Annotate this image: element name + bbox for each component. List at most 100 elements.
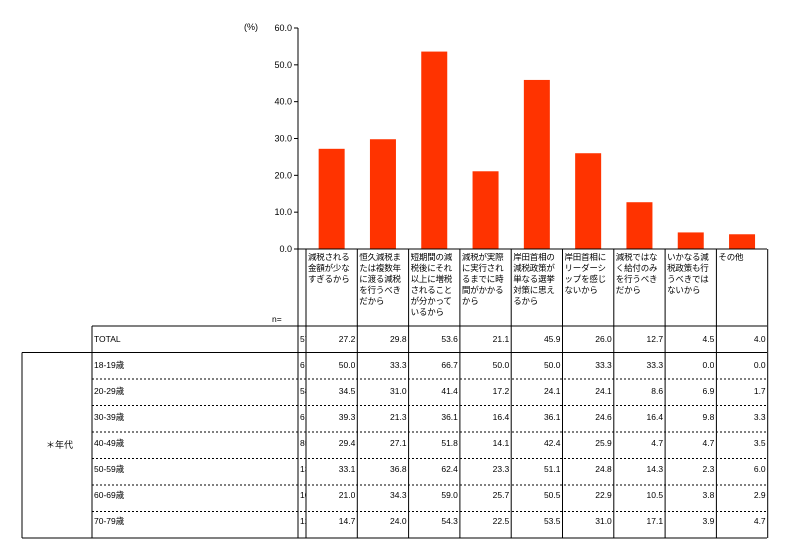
- row-n: 133: [300, 464, 306, 474]
- table-row: 18-19歳 6 50.0 33.3 66.7 50.0 50.0 33.3 33.3 0.0 0.…: [92, 352, 768, 378]
- row-label: TOTAL: [94, 334, 121, 344]
- y-tick-label: 60.0: [274, 23, 292, 33]
- category-label: 減税される金額が少なすぎるから: [308, 253, 350, 285]
- cell-value: 24.0: [390, 516, 407, 526]
- y-tick-label: 0.0: [279, 244, 292, 254]
- cell-value: 16.4: [492, 412, 510, 422]
- cell-value: 21.1: [492, 334, 510, 344]
- data-table: TOTAL 577 27.2 29.8 53.6 21.1 45.9 26.0 12.7 4.5 4…: [92, 326, 768, 534]
- category-label: 減税ではなく給付のみを行うべきだから: [615, 253, 658, 296]
- bar: [729, 234, 756, 249]
- bar: [369, 139, 396, 249]
- row-label: 40-49歳: [94, 438, 125, 448]
- bar: [318, 148, 345, 249]
- bar: [421, 51, 448, 249]
- table-row: 50-59歳 133 33.1 36.8 62.4 23.3 51.1 24.8 14.3 2.3…: [92, 456, 768, 482]
- cell-value: 0.0: [753, 360, 766, 370]
- cell-value: 4.7: [651, 438, 664, 448]
- cell-value: 25.7: [492, 490, 510, 500]
- cell-value: 17.2: [492, 386, 510, 396]
- cell-value: 4.0: [753, 334, 766, 344]
- cell-value: 36.1: [543, 412, 561, 422]
- y-tick-label: 50.0: [274, 60, 292, 70]
- cell-value: 9.8: [702, 412, 715, 422]
- row-label: 60-69歳: [94, 490, 125, 500]
- cell-value: 16.4: [646, 412, 664, 422]
- y-tick-label: 20.0: [274, 170, 292, 180]
- cell-value: 66.7: [441, 360, 458, 370]
- row-n: 577: [300, 334, 306, 344]
- cell-value: 51.1: [543, 464, 561, 474]
- cell-value: 10.5: [646, 490, 664, 500]
- cell-value: 33.3: [595, 360, 612, 370]
- y-tick-label: 40.0: [274, 97, 292, 107]
- cell-value: 59.0: [441, 490, 458, 500]
- cell-value: 4.7: [753, 516, 766, 526]
- cell-value: 33.3: [646, 360, 664, 370]
- cell-value: 21.3: [390, 412, 407, 422]
- category-label: 減税が実際に実行されるまでに時間がかかるから: [461, 253, 504, 307]
- group-label: ＊年代: [46, 441, 74, 451]
- row-n: 105: [300, 490, 306, 500]
- category-label: 岸田首相の減税政策が単なる選挙対策に思えるから: [513, 253, 555, 307]
- table-row: 70-79歳 129 14.7 24.0 54.3 22.5 53.5 31.0 17.1 3.9…: [92, 508, 768, 534]
- cell-value: 27.1: [390, 438, 407, 448]
- n-header: n=: [272, 314, 282, 324]
- bar: [677, 232, 704, 249]
- cell-value: 6.0: [753, 464, 766, 474]
- cell-value: 26.0: [595, 334, 612, 344]
- cell-value: 21.0: [338, 490, 356, 500]
- cell-value: 17.1: [646, 516, 664, 526]
- bar: [575, 153, 602, 249]
- cell-value: 45.9: [543, 334, 561, 344]
- cell-value: 50.0: [338, 360, 356, 370]
- cell-value: 51.8: [441, 438, 458, 448]
- cell-value: 31.0: [595, 516, 612, 526]
- row-n: 85: [300, 438, 306, 448]
- y-tick-label: 10.0: [274, 207, 292, 217]
- cell-value: 14.1: [492, 438, 510, 448]
- category-label: いかなる減税政策も行うべきではないから: [667, 253, 709, 296]
- row-label: 30-39歳: [94, 412, 125, 422]
- cell-value: 24.6: [595, 412, 612, 422]
- cell-value: 22.5: [492, 516, 510, 526]
- category-label: その他: [718, 253, 744, 263]
- table-row: 40-49歳 85 29.4 27.1 51.8 14.1 42.4 25.9 4.7 4.7 3.…: [92, 430, 768, 456]
- cell-value: 6.9: [702, 386, 715, 396]
- cell-value: 3.8: [702, 490, 715, 500]
- row-n: 58: [300, 386, 306, 396]
- row-label: 18-19歳: [94, 360, 125, 370]
- cell-value: 2.9: [753, 490, 766, 500]
- category-label: 短期間の減税後にそれ以上に増税されることが分かっているから: [410, 253, 453, 318]
- cell-value: 2.3: [702, 464, 715, 474]
- row-label: 20-29歳: [94, 386, 125, 396]
- cell-value: 50.0: [492, 360, 510, 370]
- cell-value: 3.5: [753, 438, 766, 448]
- cell-value: 4.7: [702, 438, 715, 448]
- row-n: 6: [300, 360, 305, 370]
- cell-value: 50.5: [543, 490, 561, 500]
- cell-value: 31.0: [390, 386, 407, 396]
- row-label: 70-79歳: [94, 516, 125, 526]
- bar: [472, 171, 499, 249]
- bar: [523, 79, 550, 249]
- cell-value: 24.1: [595, 386, 612, 396]
- cell-value: 25.9: [595, 438, 612, 448]
- cell-value: 24.1: [543, 386, 561, 396]
- cell-value: 4.5: [702, 334, 715, 344]
- cell-value: 29.4: [338, 438, 356, 448]
- cell-value: 53.5: [543, 516, 561, 526]
- cell-value: 34.3: [390, 490, 407, 500]
- cell-value: 39.3: [338, 412, 356, 422]
- cell-value: 1.7: [753, 386, 766, 396]
- cell-value: 3.9: [702, 516, 715, 526]
- cell-value: 62.4: [441, 464, 458, 474]
- cell-value: 29.8: [390, 334, 407, 344]
- row-label: 50-59歳: [94, 464, 125, 474]
- table-row: 20-29歳 58 34.5 31.0 41.4 17.2 24.1 24.1 8.6 6.9 1.…: [92, 378, 768, 404]
- category-label: 恒久減税または複数年に渡る減税を行うべきだから: [359, 253, 401, 307]
- cell-value: 0.0: [702, 360, 715, 370]
- cell-value: 8.6: [651, 386, 664, 396]
- cell-value: 41.4: [441, 386, 458, 396]
